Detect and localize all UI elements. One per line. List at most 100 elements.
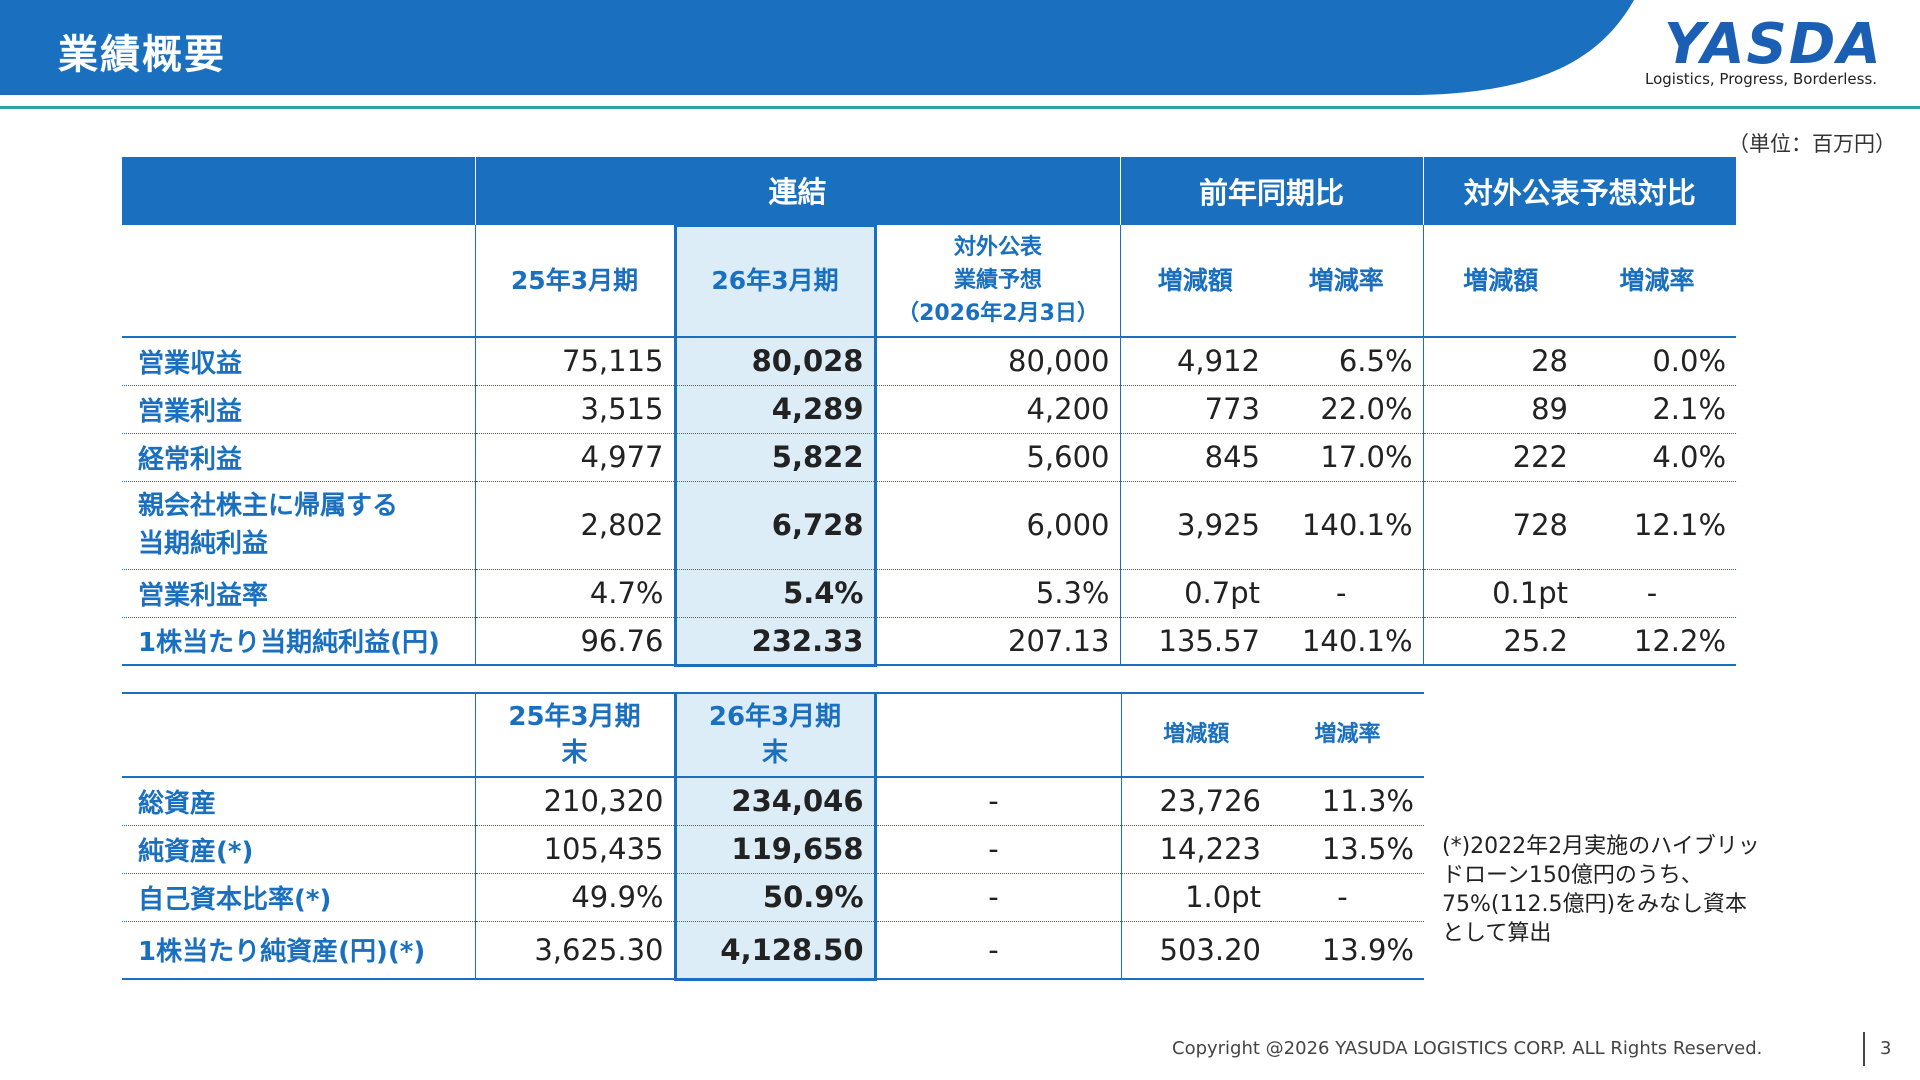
table-row: 営業利益 3,515 4,289 4,200 773 22.0% 89 2.1%	[122, 385, 1737, 434]
bs-col-header-diff: 増減額	[1120, 692, 1271, 778]
cell-fy26: 50.9%	[673, 873, 877, 922]
cell-yoy-diff: 4,912	[1119, 337, 1270, 386]
logo-tagline: Logistics, Progress, Borderless.	[1645, 70, 1878, 88]
cell-fy25: 96.76	[474, 617, 675, 666]
table-row: 1株当たり当期純利益(円) 96.76 232.33 207.13 135.57…	[122, 617, 1737, 667]
cell-forecast: 5.3%	[874, 569, 1120, 618]
footnote-line3: 75%(112.5億円)をみなし資本	[1442, 892, 1748, 917]
cell-yoy-rate: 17.0%	[1270, 433, 1424, 482]
consolidated-results-table: 連結 前年同期比 対外公表予想対比 25年3月期 26年3月期 対外公表 業績予…	[122, 157, 1737, 667]
cell-yoy-diff: 845	[1119, 433, 1270, 482]
forecast-header-line1: 対外公表	[953, 235, 1042, 260]
row-label-line1: 親会社株主に帰属する	[138, 491, 399, 521]
header-blank	[122, 692, 475, 778]
table-row: 営業利益率 4.7% 5.4% 5.3% 0.7pt - 0.1pt -	[122, 569, 1737, 618]
footnote-line4: として算出	[1442, 921, 1552, 946]
cell-rate: 13.5%	[1271, 825, 1424, 874]
balance-sheet-table: 25年3月期 末 26年3月期 末 増減額 増減率 総資産 210,320 23…	[122, 692, 1424, 981]
cell-fy26: 4,128.50	[673, 921, 877, 981]
cell-fy25: 4,977	[474, 433, 675, 482]
bs-fy25-line1: 25年3月期	[508, 702, 641, 732]
header-background	[0, 0, 1634, 95]
cell-fy25: 210,320	[474, 777, 675, 826]
cell-fc-rate: -	[1578, 569, 1737, 618]
group-header-yoy: 前年同期比	[1119, 157, 1424, 225]
forecast-header-line2: 業績予想	[953, 268, 1042, 293]
cell-fc-rate: 12.1%	[1578, 481, 1737, 570]
table-row: 自己資本比率(*) 49.9% 50.9% - 1.0pt -	[122, 873, 1424, 922]
cell-fc-rate: 0.0%	[1578, 337, 1737, 386]
footnote-line2: ドローン150億円のうち、	[1442, 863, 1703, 888]
cell-forecast: -	[874, 873, 1121, 922]
cell-fc-diff: 25.2	[1422, 617, 1579, 666]
cell-fy25: 105,435	[474, 825, 675, 874]
cell-diff: 1.0pt	[1120, 873, 1271, 922]
row-label: 営業利益率	[122, 569, 475, 618]
bs-col-header-rate: 増減率	[1271, 692, 1424, 778]
cell-fc-rate: 2.1%	[1578, 385, 1737, 434]
logo-wordmark: YASDA	[1664, 12, 1883, 77]
cell-diff: 14,223	[1120, 825, 1271, 874]
bs-fy26-line1: 26年3月期	[708, 702, 842, 732]
cell-fy26: 5,822	[673, 433, 877, 482]
row-label: 営業収益	[122, 337, 475, 386]
cell-yoy-diff: 3,925	[1119, 481, 1270, 570]
table-row: 経常利益 4,977 5,822 5,600 845 17.0% 222 4.0…	[122, 433, 1737, 482]
cell-fy25: 3,625.30	[474, 921, 675, 980]
cell-fy26: 119,658	[673, 825, 877, 874]
cell-fy25: 49.9%	[474, 873, 675, 922]
cell-diff: 503.20	[1120, 921, 1271, 980]
copyright-text: Copyright @2026 YASUDA LOGISTICS CORP. A…	[1172, 1038, 1763, 1059]
cell-yoy-rate: 22.0%	[1270, 385, 1424, 434]
cell-fy25: 75,115	[474, 337, 675, 386]
col-header-fc-rate: 増減率	[1578, 225, 1737, 338]
cell-fc-diff: 728	[1422, 481, 1579, 570]
cell-forecast: -	[874, 825, 1121, 874]
cell-rate: 13.9%	[1271, 921, 1424, 980]
row-label: 自己資本比率(*)	[122, 873, 475, 922]
forecast-header-line3: （2026年2月3日）	[897, 301, 1099, 326]
row-label: 経常利益	[122, 433, 475, 482]
cell-forecast: 5,600	[874, 433, 1120, 482]
row-label-line2: 当期純利益	[138, 529, 269, 559]
cell-fy26: 80,028	[673, 337, 877, 386]
cell-rate: 11.3%	[1271, 777, 1424, 826]
cell-yoy-diff: 135.57	[1119, 617, 1270, 666]
col-header-fy25: 25年3月期	[474, 225, 675, 338]
cell-forecast: 207.13	[874, 617, 1120, 666]
bs-col-header-fy25: 25年3月期 末	[474, 692, 675, 778]
column-header-row: 25年3月期 26年3月期 対外公表 業績予想 （2026年2月3日） 増減額 …	[122, 223, 1737, 338]
bs-fy26-line2: 末	[761, 738, 788, 768]
page-title: 業績概要	[58, 32, 226, 78]
table-row: 親会社株主に帰属する 当期純利益 2,802 6,728 6,000 3,925…	[122, 481, 1737, 570]
row-label: 営業利益	[122, 385, 475, 434]
header-blank	[122, 225, 475, 338]
cell-fc-rate: 12.2%	[1578, 617, 1737, 666]
cell-rate: -	[1271, 873, 1424, 922]
bs-fy25-line2: 末	[561, 738, 588, 768]
header-band: 業績概要 YASDA Logistics, Progress, Borderle…	[0, 0, 1920, 110]
cell-fy25: 2,802	[474, 481, 675, 570]
col-header-yoy-diff: 増減額	[1119, 225, 1270, 338]
footer-divider	[1863, 1032, 1865, 1066]
cell-fc-rate: 4.0%	[1578, 433, 1737, 482]
row-label: 親会社株主に帰属する 当期純利益	[122, 481, 475, 570]
cell-fy26: 4,289	[673, 385, 877, 434]
page-number: 3	[1880, 1038, 1892, 1059]
cell-fy25: 4.7%	[474, 569, 675, 618]
cell-fc-diff: 89	[1422, 385, 1579, 434]
table-row: 純資産(*) 105,435 119,658 - 14,223 13.5%	[122, 825, 1424, 874]
bs-header-row: 25年3月期 末 26年3月期 末 増減額 増減率	[122, 692, 1424, 778]
header-blank	[122, 157, 475, 225]
unit-note: （単位：百万円）	[1728, 132, 1896, 156]
cell-fy26: 6,728	[673, 481, 877, 570]
col-header-fy26: 26年3月期	[673, 223, 877, 338]
header-divider	[0, 106, 1920, 109]
cell-fy26: 234,046	[673, 777, 877, 826]
bs-col-header-blank	[874, 692, 1121, 778]
footnote-line1: (*)2022年2月実施のハイブリッ	[1442, 834, 1760, 859]
row-label: 純資産(*)	[122, 825, 475, 874]
cell-yoy-rate: 140.1%	[1270, 481, 1424, 570]
cell-yoy-rate: 140.1%	[1270, 617, 1424, 666]
cell-yoy-rate: -	[1270, 569, 1424, 618]
